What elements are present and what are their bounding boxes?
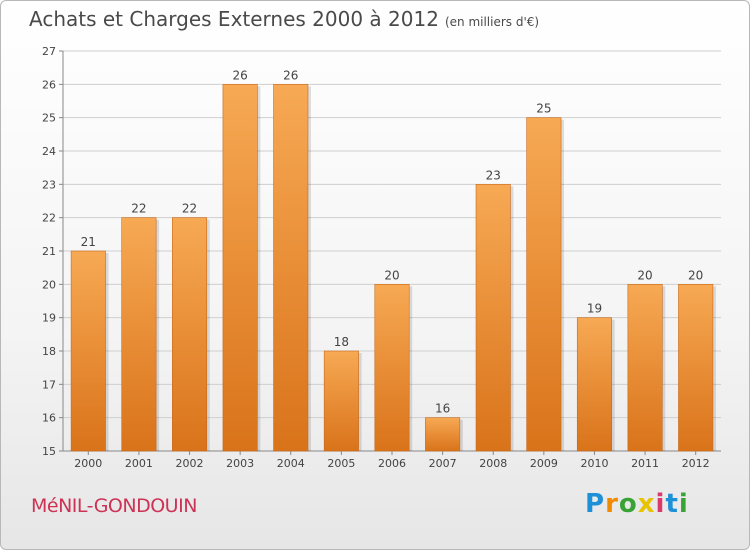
- chart-subtitle: (en milliers d'€): [444, 15, 540, 29]
- data-label: 26: [283, 68, 298, 82]
- x-tick-label: 2010: [580, 457, 608, 470]
- x-tick-label: 2005: [327, 457, 355, 470]
- bar: [222, 84, 258, 452]
- data-label: 21: [81, 235, 96, 249]
- y-tick-label: 23: [42, 178, 56, 191]
- proxiti-logo[interactable]: Proxiti: [585, 489, 689, 519]
- x-tick-label: 2000: [74, 457, 102, 470]
- data-label: 16: [435, 402, 450, 416]
- axes: 15 16 17 18 19 20 21 22 23 24 25 26 27 2000 2001 2002 20…: [42, 45, 721, 470]
- logo-letter: r: [605, 489, 619, 519]
- x-tick-label: 2003: [226, 457, 254, 470]
- data-label: 22: [131, 202, 146, 216]
- bar: [475, 184, 511, 452]
- y-tick-label: 24: [42, 145, 56, 158]
- commune-name: MéNIL-GONDOUIN: [31, 495, 197, 517]
- data-label: 20: [384, 268, 399, 282]
- data-label: 26: [233, 68, 248, 82]
- bar: [172, 217, 208, 452]
- bar: [121, 217, 157, 452]
- y-tick-label: 21: [42, 245, 56, 258]
- y-tick-label: 20: [42, 278, 56, 291]
- x-tick-label: 2001: [125, 457, 153, 470]
- bar: [576, 317, 612, 452]
- bar: [627, 284, 663, 452]
- logo-letter: x: [637, 489, 656, 519]
- data-label: 20: [637, 268, 652, 282]
- bar: [323, 350, 359, 452]
- chart-title-text: Achats et Charges Externes 2000 à 2012: [29, 7, 439, 31]
- x-tick-label: 2012: [682, 457, 710, 470]
- y-tick-label: 16: [42, 412, 56, 425]
- y-tick-label: 26: [42, 78, 56, 91]
- logo-letter: i: [655, 489, 666, 519]
- logo-letter: o: [618, 489, 638, 519]
- bar: [70, 250, 106, 452]
- data-label: 18: [334, 335, 349, 349]
- bar: [678, 284, 714, 452]
- logo-letter: P: [585, 489, 606, 519]
- bar: [273, 84, 309, 452]
- y-tick-label: 15: [42, 445, 56, 458]
- bar: [374, 284, 410, 452]
- x-tick-label: 2006: [378, 457, 406, 470]
- bars: [70, 84, 716, 452]
- y-tick-label: 18: [42, 345, 56, 358]
- data-label: 19: [587, 302, 602, 316]
- data-label: 25: [536, 102, 551, 116]
- x-tick-label: 2007: [429, 457, 457, 470]
- x-tick-label: 2002: [176, 457, 204, 470]
- x-tick-label: 2004: [277, 457, 305, 470]
- y-tick-label: 25: [42, 112, 56, 125]
- data-label: 22: [182, 202, 197, 216]
- data-labels: 21 22 22 26 26 18 20 16 23 25 19 20 20: [81, 68, 704, 415]
- x-tick-label: 2011: [631, 457, 659, 470]
- x-tick-label: 2009: [530, 457, 558, 470]
- bar: [526, 117, 562, 452]
- chart-title: Achats et Charges Externes 2000 à 2012 (e…: [29, 7, 539, 31]
- logo-letter: i: [678, 489, 689, 519]
- logo-letter: t: [665, 489, 679, 519]
- y-tick-label: 19: [42, 312, 56, 325]
- data-label: 20: [688, 268, 703, 282]
- y-tick-label: 17: [42, 378, 56, 391]
- y-tick-label: 27: [42, 45, 56, 58]
- bar: [425, 417, 461, 452]
- y-tick-label: 22: [42, 212, 56, 225]
- x-tick-label: 2008: [479, 457, 507, 470]
- data-label: 23: [486, 168, 501, 182]
